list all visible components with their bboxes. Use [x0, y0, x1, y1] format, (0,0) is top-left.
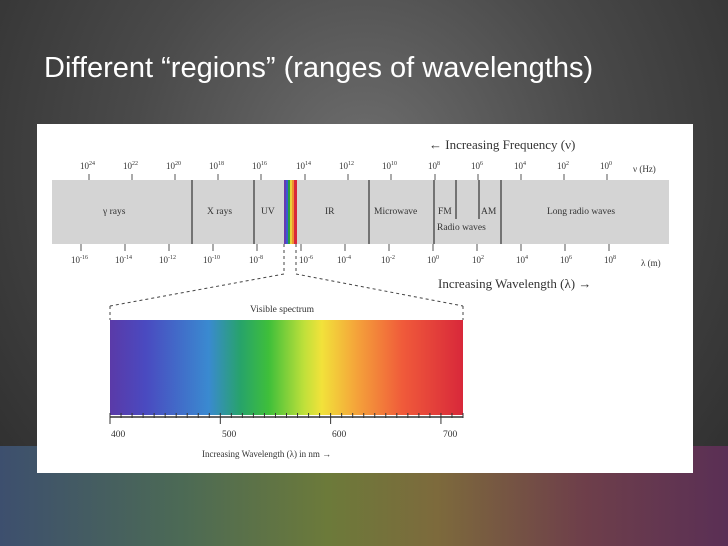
wl-tick-label: 10-2	[381, 255, 395, 265]
slide-title: Different “regions” (ranges of wavelengt…	[44, 52, 594, 84]
freq-tick-label: 1018	[209, 161, 224, 171]
region-xray: X rays	[207, 207, 233, 217]
region-dividers	[191, 180, 502, 244]
freq-tick-label: 1024	[80, 161, 95, 171]
visible-spectrum-label: Visible spectrum	[250, 305, 315, 315]
region-gamma: γ rays	[103, 207, 126, 217]
freq-tick-label: 100	[600, 161, 612, 171]
freq-tick-label: 1014	[296, 161, 311, 171]
wl-tick-label: 106	[560, 255, 572, 265]
nm-tick-label: 400	[111, 430, 126, 440]
wl-tick-label: 10-14	[115, 255, 132, 265]
region-ir: IR	[325, 207, 335, 217]
wl-tick-label: 10-16	[71, 255, 88, 265]
wavelength-axis-title: Increasing Wavelength (λ) →	[438, 276, 592, 291]
wl-tick-label: 10-6	[299, 255, 313, 265]
freq-tick-label: 1016	[252, 161, 267, 171]
wavelength-unit: λ (m)	[641, 258, 661, 268]
region-long-radio: Long radio waves	[547, 207, 616, 217]
wl-tick-label: 10-12	[159, 255, 176, 265]
region-uv: UV	[261, 207, 275, 217]
nm-ruler	[109, 413, 464, 424]
wl-tick-label: 10-4	[337, 255, 351, 265]
frequency-unit: ν (Hz)	[633, 164, 656, 174]
region-am: AM	[481, 207, 497, 217]
wl-tick-label: 10-10	[203, 255, 220, 265]
em-spectrum-svg	[52, 174, 669, 424]
region-radio: Radio waves	[437, 223, 486, 233]
region-fm: FM	[438, 207, 452, 217]
nm-tick-label: 600	[332, 430, 347, 440]
frequency-ticks	[88, 174, 608, 180]
wl-tick-label: 100	[427, 255, 439, 265]
nm-tick-label: 500	[222, 430, 237, 440]
wl-tick-label: 102	[472, 255, 484, 265]
spectrum-band	[52, 180, 669, 244]
freq-tick-label: 1012	[339, 161, 354, 171]
wavelength-ticks	[80, 244, 610, 251]
zoom-connectors	[109, 244, 464, 320]
freq-tick-label: 108	[428, 161, 440, 171]
freq-tick-label: 102	[557, 161, 569, 171]
region-microwave: Microwave	[374, 207, 418, 217]
freq-tick-label: 104	[514, 161, 526, 171]
freq-tick-label: 1020	[166, 161, 181, 171]
wl-tick-label: 108	[604, 255, 616, 265]
nm-axis-title: Increasing Wavelength (λ) in nm →	[202, 449, 332, 459]
visible-strip	[284, 180, 297, 244]
freq-tick-label: 106	[471, 161, 483, 171]
nm-tick-label: 700	[443, 430, 458, 440]
freq-tick-label: 1022	[123, 161, 138, 171]
freq-tick-label: 1010	[382, 161, 397, 171]
frequency-axis-title: ← Increasing Frequency (ν)	[429, 137, 576, 152]
visible-spectrum-gradient	[110, 320, 463, 415]
wl-tick-label: 10-8	[249, 255, 263, 265]
em-spectrum-figure: ← Increasing Frequency (ν) 1024 1022 102…	[37, 124, 693, 473]
wl-tick-label: 104	[516, 255, 528, 265]
